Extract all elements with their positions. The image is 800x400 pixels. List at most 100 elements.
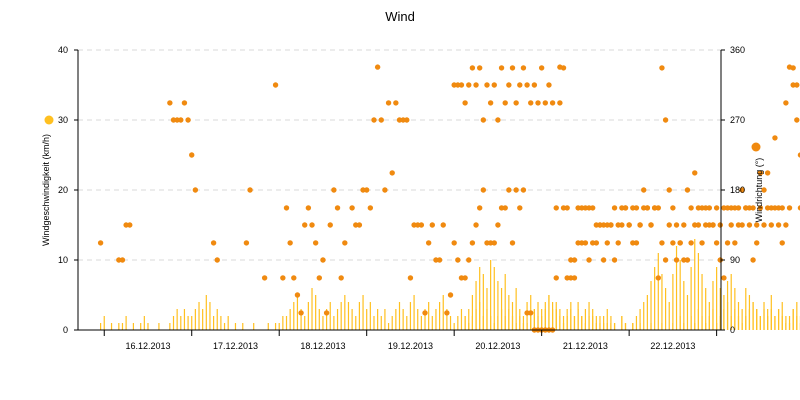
speed-bar-1-2 (471, 295, 474, 330)
direction-point-1-26 (546, 82, 552, 88)
speed-bar-0-86 (413, 295, 415, 330)
direction-point-0-183 (764, 170, 771, 176)
direction-point-1-18 (517, 82, 523, 88)
y-right-tick-label-4: 360 (730, 45, 745, 55)
speed-bar-1-5 (482, 274, 484, 330)
direction-point-0-172 (724, 240, 731, 246)
speed-bar-0-80 (391, 316, 393, 330)
direction-point-1-62 (677, 240, 683, 246)
speed-bar-0-166 (705, 288, 707, 330)
direction-point-1-3 (462, 100, 468, 106)
x-tick-label-5: 21.12.2013 (563, 341, 608, 351)
speed-bar-0-56 (304, 316, 306, 330)
direction-point-1-93 (790, 65, 796, 71)
speed-bar-0-48 (274, 323, 277, 330)
speed-bar-0-79 (387, 323, 390, 330)
direction-point-0-180 (754, 240, 760, 246)
speed-bar-0-49 (278, 323, 280, 330)
direction-point-0-187 (779, 240, 785, 246)
speed-bar-1-88 (785, 323, 787, 330)
y-axis-left-title-group: Windgeschwindigkeit (km/h) (41, 134, 51, 246)
speed-bar-0-67 (344, 295, 346, 330)
speed-bar-0-72 (362, 295, 364, 330)
speed-bar-0-9 (132, 323, 135, 330)
direction-point-0-103 (473, 222, 479, 228)
direction-point-0-48 (272, 82, 279, 88)
x-tick-label-1: 17.12.2013 (213, 341, 258, 351)
direction-point-1-78 (735, 205, 742, 211)
speed-bar-1-68 (712, 309, 714, 330)
direction-point-0-88 (418, 222, 425, 228)
direction-point-1-50 (633, 205, 640, 211)
speed-bar-0-176 (741, 309, 743, 330)
speed-bar-1-24 (551, 302, 554, 330)
direction-point-0-139 (604, 240, 610, 246)
speed-bar-1-29 (570, 309, 572, 330)
speed-bar-1-64 (697, 309, 700, 330)
speed-bar-1-79 (752, 302, 754, 330)
speed-bar-1-86 (777, 309, 780, 330)
speed-bar-0-34 (223, 323, 226, 330)
speed-bar-0-32 (216, 309, 218, 330)
speed-bar-0-162 (690, 267, 692, 330)
speed-bar-1-69 (716, 323, 718, 330)
direction-point-0-77 (378, 117, 384, 123)
direction-point-0-133 (582, 240, 589, 246)
direction-point-0-169 (713, 240, 720, 246)
direction-point-0-71 (356, 222, 363, 228)
direction-point-0-182 (761, 187, 767, 193)
speed-bar-0-66 (340, 302, 342, 330)
direction-point-1-43 (608, 222, 614, 228)
direction-point-0-174 (732, 240, 738, 246)
speed-bar-0-57 (307, 302, 309, 330)
direction-point-0-78 (382, 187, 388, 193)
direction-point-0-163 (692, 170, 698, 176)
speed-bar-0-65 (336, 309, 339, 330)
speed-bar-1-62 (690, 316, 692, 330)
direction-point-0-32 (214, 257, 220, 263)
speed-bar-0-60 (318, 309, 320, 330)
speed-bar-0-177 (745, 288, 747, 330)
speed-bar-1-17 (526, 302, 528, 330)
speed-bar-1-27 (562, 323, 565, 330)
direction-point-0-191 (794, 82, 800, 88)
speed-bar-0-163 (694, 239, 696, 330)
speed-bar-0-39 (242, 323, 244, 330)
direction-point-0-125 (553, 205, 559, 211)
speed-bar-0-29 (205, 295, 207, 330)
speed-bar-1-6 (486, 288, 488, 330)
direction-point-0-128 (564, 205, 570, 211)
direction-point-0-171 (721, 275, 727, 281)
speed-bar-1-77 (745, 316, 747, 330)
direction-point-1-58 (662, 117, 669, 123)
direction-point-0-31 (210, 240, 217, 246)
direction-point-1-14 (502, 100, 508, 106)
direction-point-0-23 (181, 100, 188, 106)
direction-point-1-51 (637, 222, 643, 228)
x-tick-label-3: 19.12.2013 (388, 341, 433, 351)
direction-point-1-82 (750, 205, 756, 211)
speed-bar-0-96 (449, 316, 452, 330)
direction-point-0-108 (491, 240, 497, 246)
direction-point-1-27 (549, 100, 556, 106)
direction-point-0-56 (302, 222, 308, 228)
direction-point-1-68 (699, 205, 705, 211)
direction-point-1-9 (484, 82, 490, 88)
direction-point-0-101 (466, 257, 472, 263)
y-right-tick-label-1: 90 (730, 255, 740, 265)
speed-bar-0-148 (639, 309, 641, 330)
speed-bar-0-5 (118, 323, 120, 330)
speed-bar-1-63 (694, 323, 696, 330)
speed-bar-0-168 (712, 281, 714, 330)
direction-point-0-109 (495, 222, 501, 228)
direction-point-0-41 (247, 187, 253, 193)
direction-point-0-91 (429, 222, 436, 228)
speed-bar-0-24 (187, 316, 189, 330)
y-right-tick-label-3: 270 (730, 115, 745, 125)
direction-point-0-105 (480, 187, 487, 193)
speed-bar-1-90 (792, 309, 794, 330)
direction-point-1-90 (779, 205, 785, 211)
speed-bar-1-78 (748, 309, 751, 330)
direction-point-1-86 (764, 205, 771, 211)
